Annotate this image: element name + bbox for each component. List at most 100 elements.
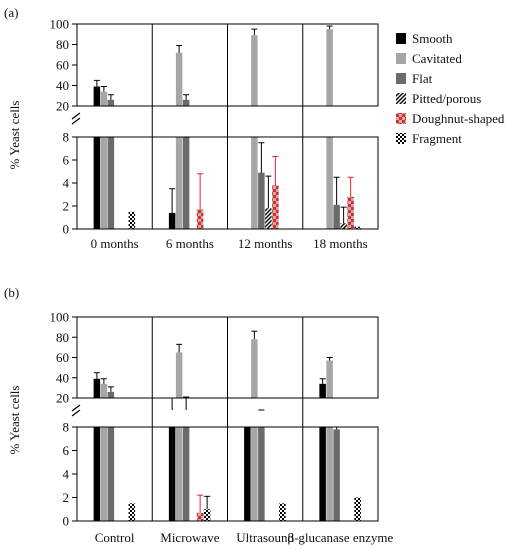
- y-tick-label: 40: [56, 78, 69, 93]
- legend-swatch-doughnut: [396, 113, 406, 124]
- bar-flat: [107, 137, 115, 229]
- x-category-label: Ultrasound: [236, 530, 294, 545]
- bar-cavitated: [251, 35, 258, 106]
- y-tick-label: 80: [56, 330, 69, 345]
- legend-label-flat: Flat: [412, 71, 433, 86]
- bar-doughnut: [347, 196, 354, 229]
- y-tick-label: 0: [63, 222, 70, 237]
- bar-cavitated: [326, 427, 333, 521]
- panel-b-ylabel: % Yeast cells: [7, 386, 22, 455]
- bar-doughnut: [196, 209, 204, 229]
- bar-cavitated: [175, 52, 183, 106]
- bar-fragment: [354, 226, 361, 229]
- bar-fragment: [354, 497, 361, 521]
- axis-break-mark: [71, 409, 81, 417]
- bar-flat: [107, 99, 115, 106]
- panel-b-label: (b): [4, 285, 19, 300]
- bar-smooth: [93, 378, 101, 398]
- bar-cavitated: [100, 137, 108, 229]
- y-tick-label: 20: [56, 99, 69, 114]
- bar-cavitated: [175, 427, 183, 521]
- bar-cavitated: [251, 137, 258, 229]
- bar-fragment: [203, 509, 211, 521]
- legend-swatch-flat: [396, 73, 406, 84]
- y-tick-label: 20: [56, 391, 69, 406]
- y-tick-label: 4: [63, 176, 70, 191]
- bar-cavitated: [326, 137, 333, 229]
- axis-break-mark: [71, 117, 81, 125]
- panel-a-label: (a): [4, 5, 18, 20]
- x-category-label: 18 months: [313, 236, 368, 251]
- panel-a-ylabel: % Yeast cells: [7, 101, 22, 170]
- axis-break-mark: [71, 112, 81, 120]
- y-tick-label: 60: [56, 58, 69, 73]
- axis-break-mark: [71, 404, 81, 412]
- bar-flat: [182, 99, 190, 106]
- bar-fragment: [128, 503, 136, 521]
- bar-smooth: [93, 427, 101, 521]
- bar-smooth: [244, 427, 251, 521]
- y-tick-label: 0: [63, 514, 70, 529]
- y-tick-label: 40: [56, 370, 69, 385]
- legend: Smooth Cavitated Flat Pitted/porous Doug…: [396, 31, 505, 146]
- bar-cavitated: [251, 339, 258, 398]
- bar-flat: [333, 429, 340, 521]
- bar-flat: [182, 137, 190, 229]
- y-tick-label: 80: [56, 37, 69, 52]
- bar-fragment: [128, 211, 136, 229]
- y-tick-label: 100: [50, 17, 70, 32]
- panel-a-upper-frame: [76, 23, 379, 107]
- panel-b-upper-frame: [76, 316, 379, 399]
- legend-swatch-cavitated: [396, 53, 406, 64]
- x-category-label: 12 months: [238, 236, 293, 251]
- panel-b-lower-frame: [76, 426, 379, 522]
- bar-doughnut: [272, 185, 279, 229]
- bar-cavitated: [100, 427, 108, 521]
- panel-a-lower-frame: [76, 136, 379, 230]
- bar-pitted: [340, 223, 347, 229]
- y-tick-label: 6: [63, 443, 70, 458]
- x-category-label: Microwave: [160, 530, 219, 545]
- bar-smooth: [168, 212, 176, 229]
- bar-cavitated: [100, 91, 108, 106]
- panel-a: (a) % Yeast cells 20 40 60 80 100 0 2 4 6 8 0 mont…: [4, 5, 379, 251]
- legend-label-doughnut: Doughnut-shaped: [412, 111, 505, 126]
- legend-label-cavitated: Cavitated: [412, 51, 462, 66]
- legend-swatch-smooth: [396, 33, 406, 44]
- panel-b: (b) % Yeast cells 20 40 60 80 100 0 2 4 6 8 Contro…: [4, 285, 394, 545]
- bar-smooth: [319, 427, 326, 521]
- bar-cavitated: [100, 383, 108, 398]
- bar-cavitated: [175, 137, 183, 229]
- bar-cavitated: [175, 352, 183, 398]
- bar-smooth: [93, 137, 101, 229]
- bar-doughnut: [196, 512, 204, 521]
- bar-cavitated: [326, 360, 333, 398]
- legend-label-smooth: Smooth: [412, 31, 453, 46]
- bar-fragment: [279, 503, 286, 521]
- bar-cavitated: [326, 29, 333, 106]
- y-tick-label: 2: [63, 199, 70, 214]
- bar-flat: [258, 172, 265, 229]
- y-tick-label: 8: [63, 130, 70, 145]
- x-category-label: Control: [95, 530, 135, 545]
- legend-swatch-pitted: [396, 93, 406, 104]
- bar-flat: [107, 391, 115, 398]
- bar-flat: [258, 427, 265, 521]
- bar-cavitated: [251, 427, 258, 521]
- x-category-label: 0 months: [91, 236, 139, 251]
- y-tick-label: 100: [50, 310, 70, 325]
- legend-swatch-fragment: [396, 133, 406, 144]
- y-tick-label: 2: [63, 490, 70, 505]
- legend-label-fragment: Fragment: [412, 131, 462, 146]
- y-tick-label: 8: [63, 420, 70, 435]
- y-tick-label: 6: [63, 153, 70, 168]
- bar-flat: [333, 204, 340, 229]
- bar-smooth: [93, 86, 101, 106]
- bar-flat: [107, 427, 115, 521]
- bar-smooth: [319, 383, 326, 398]
- bar-pitted: [265, 208, 272, 229]
- y-tick-label: 60: [56, 350, 69, 365]
- y-tick-label: 4: [63, 467, 70, 482]
- bar-flat: [182, 427, 190, 521]
